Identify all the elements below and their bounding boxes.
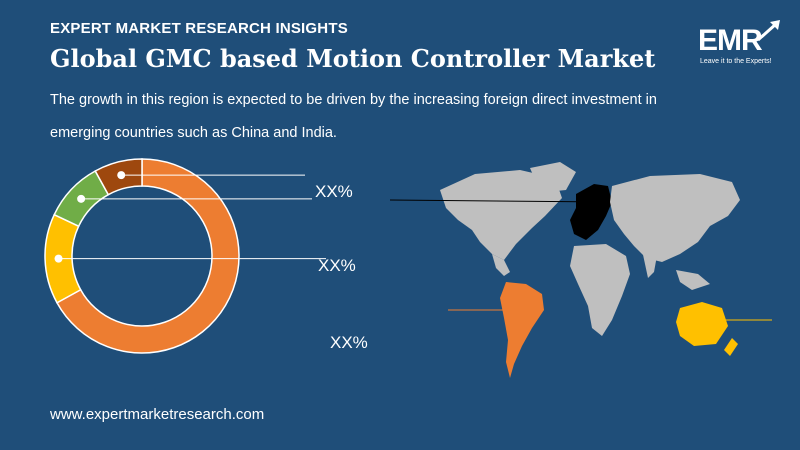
greenland-shape [530, 162, 576, 192]
india-shape [642, 250, 658, 278]
logo-text: EMR [698, 24, 763, 57]
emr-logo: EMR Leave it to the Experts! [690, 18, 790, 74]
logo-tagline: Leave it to the Experts! [700, 58, 772, 65]
donut-leader-lines [54, 171, 326, 263]
north-america-shape [440, 170, 562, 260]
footer-url[interactable]: www.expertmarketresearch.com [50, 406, 265, 423]
data-label: XX% [318, 256, 356, 275]
central-america-shape [492, 254, 510, 276]
asia-shape [610, 174, 740, 262]
data-label: XX% [330, 333, 368, 352]
donut-chart [44, 158, 326, 354]
se-asia-shape [676, 270, 710, 290]
world-map [389, 162, 772, 378]
new-zealand-shape [724, 338, 738, 356]
page-subtitle: The growth in this region is expected to… [50, 92, 657, 141]
kicker-heading: EXPERT MARKET RESEARCH INSIGHTS [50, 20, 348, 37]
europe-shape [570, 184, 612, 240]
page-title: Global GMC based Motion Controller Marke… [50, 44, 656, 73]
data-label: XX% [315, 182, 353, 201]
donut-slices [44, 158, 240, 354]
logo-arrow-icon [757, 20, 780, 42]
donut-slice [55, 158, 240, 354]
south-america-shape [500, 282, 544, 378]
africa-shape [570, 244, 630, 336]
australia-shape [676, 302, 728, 346]
